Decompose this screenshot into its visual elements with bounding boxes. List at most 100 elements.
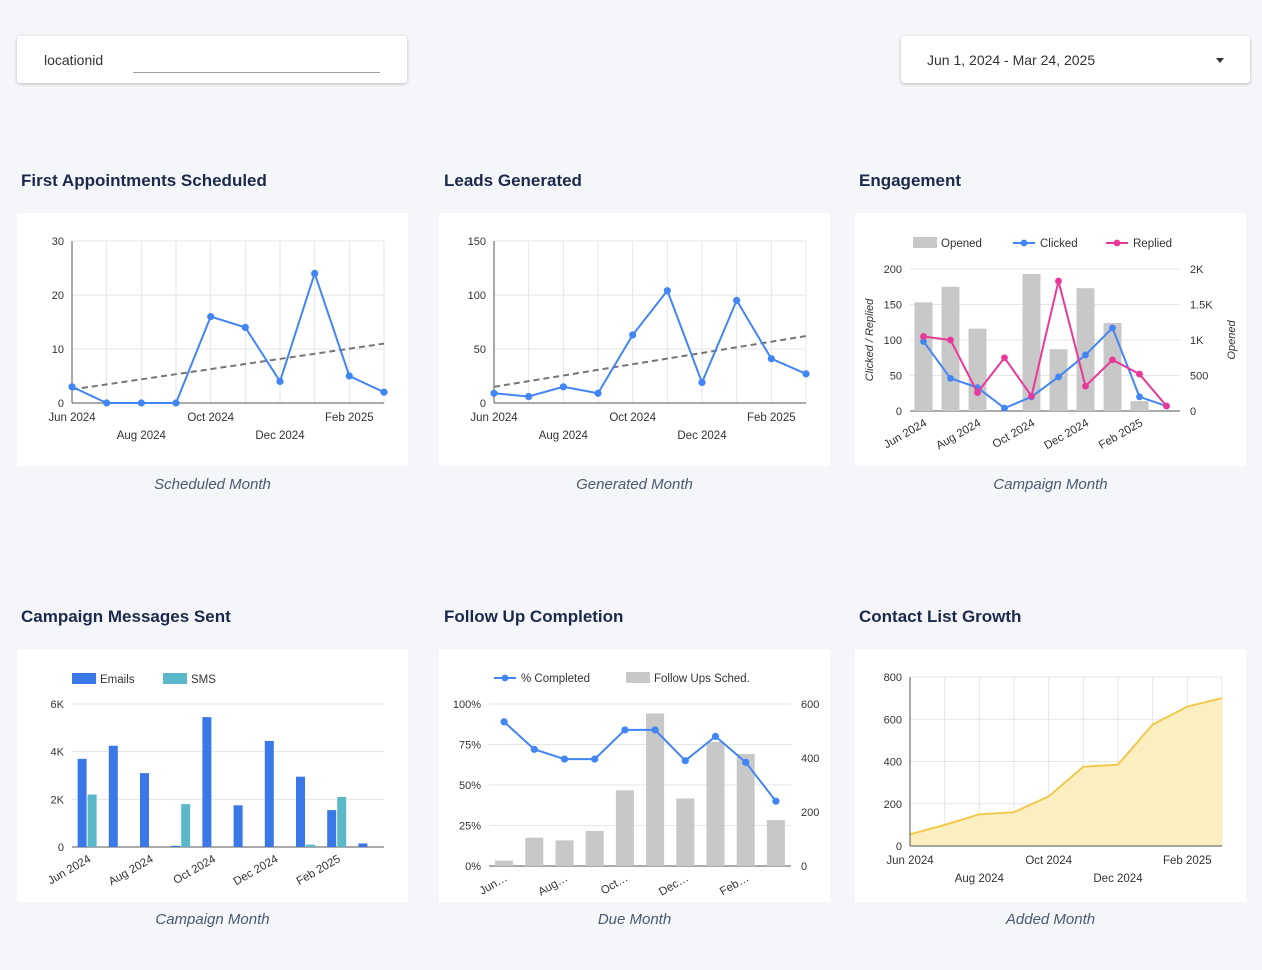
bar-emails <box>171 845 181 847</box>
appointments-chart: 0 10 20 30 Jun 2024 Aug 2024 Oct 2024 Dec 2024 F… <box>48 236 388 442</box>
data-point <box>1082 382 1089 390</box>
data-point <box>772 797 780 805</box>
y-tick-label: 4K <box>51 747 65 759</box>
legend-label-completed: % Completed <box>521 673 590 685</box>
y-tick-label: 50 <box>474 344 486 356</box>
y-tick-label: 600 <box>884 714 902 726</box>
y2-tick-label: 2K <box>1190 264 1204 276</box>
data-point <box>1082 351 1089 359</box>
bar-sms <box>306 844 315 847</box>
y-tick-label: 30 <box>52 236 64 248</box>
bar-emails <box>77 758 87 847</box>
y-axis-title: Clicked / Replied <box>864 298 876 381</box>
bar-emails <box>327 810 337 847</box>
bar-emails <box>140 773 149 847</box>
contacts-x-caption: Added Month <box>1005 911 1096 928</box>
y-tick-label: 150 <box>468 236 486 248</box>
y2-tick-label: 400 <box>801 753 819 765</box>
series-line-clicked <box>922 326 1167 410</box>
x-tick-label: Dec 2024 <box>255 430 305 442</box>
legend-label-clicked: Clicked <box>1040 238 1078 250</box>
caret-down-icon[interactable] <box>1216 58 1224 63</box>
location-filter[interactable]: locationid <box>17 36 407 83</box>
bar-follow-ups-scheduled <box>495 860 514 866</box>
data-point <box>767 355 775 363</box>
x-tick-label: Aug 2024 <box>107 853 156 888</box>
data-point <box>137 399 145 407</box>
y2-tick-label: 200 <box>801 807 819 819</box>
bar-follow-ups-scheduled <box>736 753 755 866</box>
x-tick-label: Aug… <box>536 872 570 898</box>
data-point <box>560 755 569 763</box>
bar-opened <box>1076 288 1095 411</box>
data-point <box>733 296 741 304</box>
series-line-leads <box>493 288 807 398</box>
x-tick-label: Feb 2025 <box>1097 417 1145 452</box>
leads-chart-title: Leads Generated <box>444 171 582 190</box>
y-tick-label: 0 <box>480 398 486 410</box>
engagement-chart-card: 0 50 100 150 200 0 500 1K 1.5K 2K Jun 2024 Aug 2024… <box>855 213 1246 466</box>
y2-tick-label: 0 <box>1190 406 1196 418</box>
bar-sms <box>337 796 347 847</box>
data-point <box>1055 373 1062 381</box>
y-tick-label: 6K <box>51 699 65 711</box>
x-tick-label: Jun 2024 <box>886 855 934 867</box>
appointments-chart-title: First Appointments Scheduled <box>21 171 267 190</box>
x-tick-label: Feb 2025 <box>325 412 374 424</box>
date-range-value: Jun 1, 2024 - Mar 24, 2025 <box>927 52 1096 68</box>
x-tick-label: Oct 2024 <box>171 853 218 887</box>
x-tick-label: Oct 2024 <box>609 412 656 424</box>
bar-follow-ups-scheduled <box>706 741 725 866</box>
y-tick-label: 100% <box>453 699 481 711</box>
date-range-picker[interactable]: Jun 1, 2024 - Mar 24, 2025 <box>901 36 1250 83</box>
bar-emails <box>264 740 274 847</box>
y-tick-label: 0 <box>58 842 64 854</box>
data-point <box>207 313 215 321</box>
x-tick-label: Dec 2024 <box>232 853 281 888</box>
x-tick-label: Dec 2024 <box>1042 417 1091 452</box>
messages-chart-title: Campaign Messages Sent <box>21 607 231 626</box>
trendline <box>493 335 807 388</box>
bar-emails <box>108 745 118 847</box>
legend-dot-completed <box>501 674 509 682</box>
leads-x-caption: Generated Month <box>576 476 693 493</box>
bar-emails <box>202 717 212 847</box>
x-tick-label: Aug 2024 <box>117 430 167 442</box>
x-tick-label: Dec 2024 <box>1093 873 1143 885</box>
legend-label-opened: Opened <box>941 238 982 250</box>
data-point <box>947 336 954 344</box>
bar-opened <box>1103 322 1122 411</box>
bar-opened <box>968 328 987 411</box>
data-point <box>380 388 388 396</box>
location-filter-input-line[interactable] <box>133 72 380 73</box>
legend-label-sms: SMS <box>191 674 216 686</box>
legend-label-followups: Follow Ups Sched. <box>654 673 750 685</box>
series-line-contacts <box>909 697 1223 836</box>
y2-tick-label: 600 <box>801 699 819 711</box>
x-tick-label: Oct 2024 <box>991 417 1038 451</box>
data-point <box>68 383 76 391</box>
data-point <box>629 331 637 339</box>
series-line-first-appointments <box>71 270 385 404</box>
y-tick-label: 50% <box>459 780 481 792</box>
data-point <box>651 726 659 734</box>
contacts-chart-card: 0 200 400 600 800 Jun 2024 Aug 2024 Oct 2024 Dec… <box>855 649 1246 902</box>
messages-chart-card: 0 2K 4K 6K Jun 2024 Aug 2024 Oct 2024 Dec 2024 F… <box>17 649 408 902</box>
x-tick-label: Jun 2024 <box>48 412 96 424</box>
bar-follow-ups-scheduled <box>555 840 574 866</box>
legend-swatch-emails <box>72 673 96 684</box>
data-point <box>594 389 602 397</box>
y-tick-label: 800 <box>884 672 902 684</box>
followup-x-caption: Due Month <box>597 911 672 928</box>
x-tick-label: Jun 2024 <box>470 412 518 424</box>
data-point <box>698 378 706 387</box>
series-line-replied <box>923 280 1168 407</box>
y-tick-label: 150 <box>884 300 902 312</box>
bar-follow-ups-scheduled <box>646 713 665 866</box>
y-tick-label: 200 <box>884 264 902 276</box>
data-point <box>947 374 954 382</box>
data-point <box>525 392 533 401</box>
series-line--completed <box>503 721 777 802</box>
x-tick-label: Feb 2025 <box>295 853 343 888</box>
followup-chart-title: Follow Up Completion <box>444 607 624 626</box>
